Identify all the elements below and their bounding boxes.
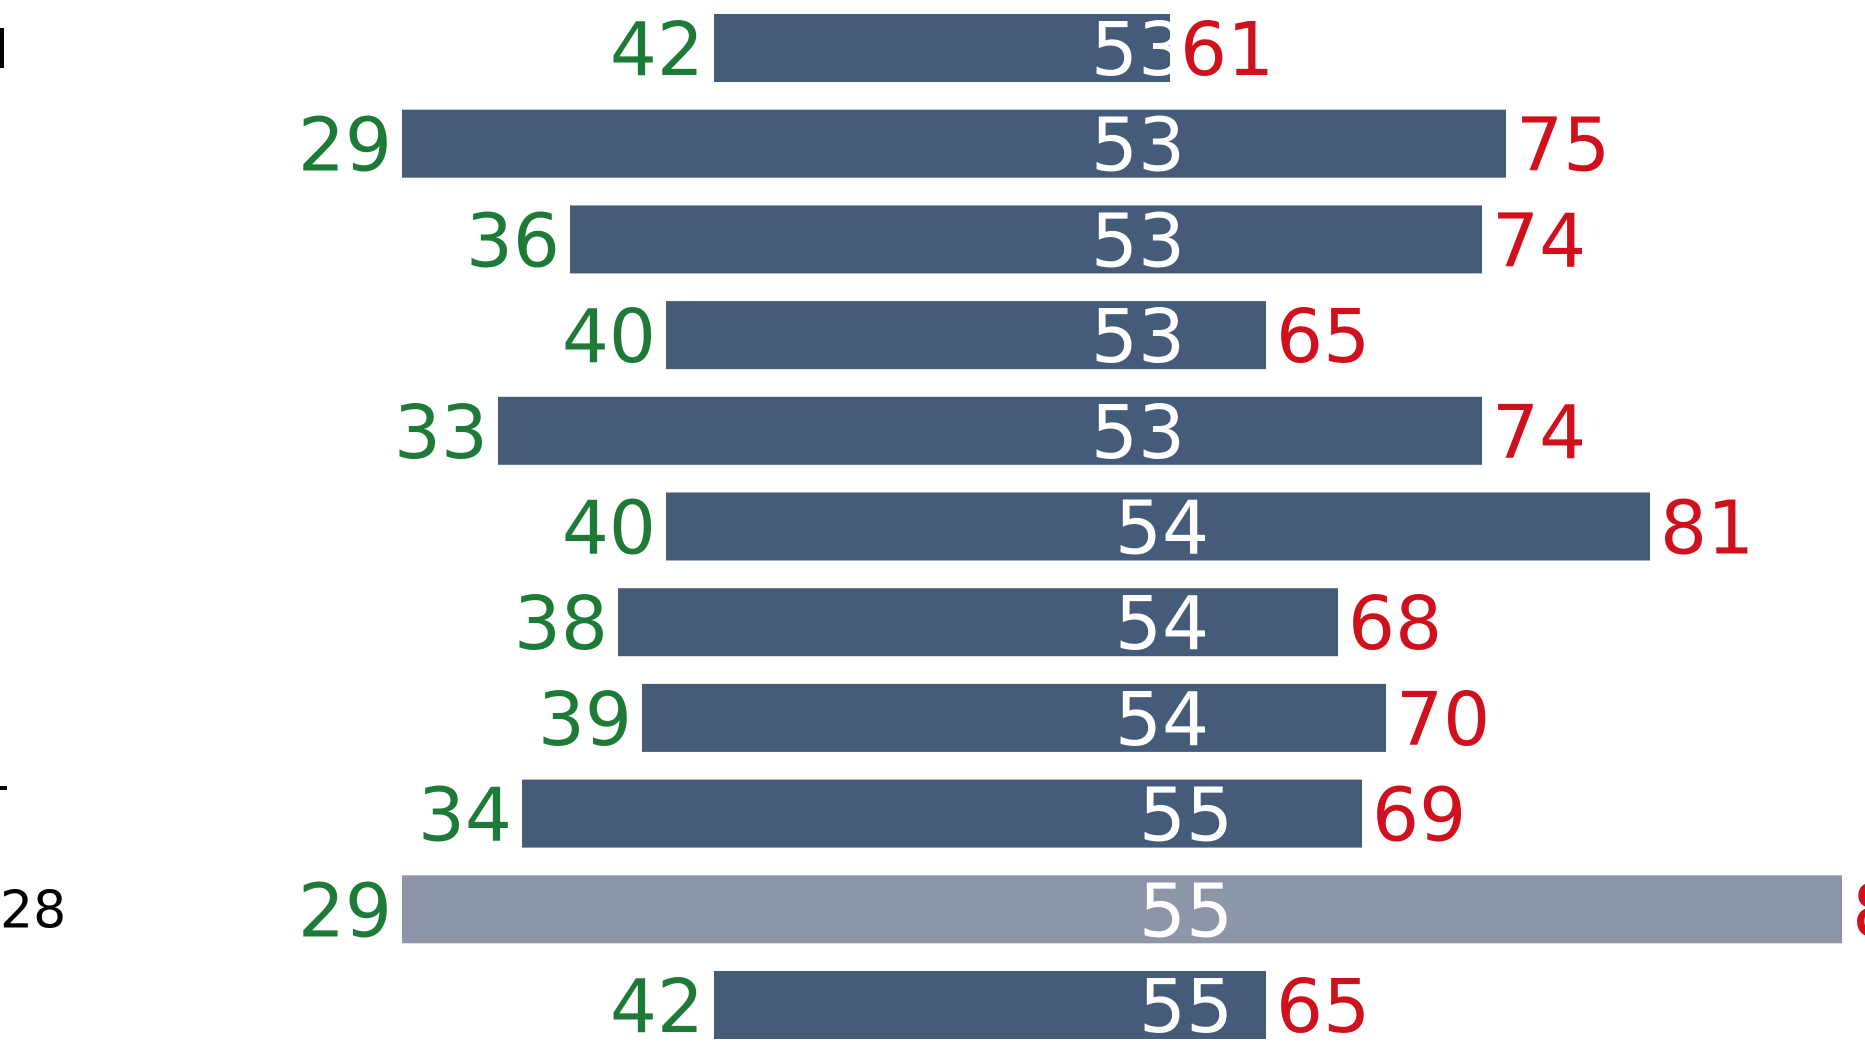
range-bar — [402, 109, 1506, 178]
min-value-label: 36 — [466, 198, 560, 284]
min-value-label: 29 — [298, 868, 392, 954]
median-value-label: 53 — [1091, 198, 1185, 284]
min-value-label: 33 — [394, 390, 488, 476]
min-value-label: 38 — [514, 581, 608, 667]
median-value-label: 53 — [1091, 390, 1185, 476]
range-bar — [666, 492, 1650, 561]
min-value-label: 40 — [562, 486, 656, 572]
median-value-label: 53 — [1091, 294, 1185, 380]
min-value-label: 34 — [418, 773, 512, 859]
max-value-label: 74 — [1492, 390, 1586, 476]
max-value-label: 89 — [1852, 868, 1865, 954]
range-bar — [714, 971, 1266, 1039]
max-value-label: 70 — [1396, 677, 1490, 763]
range-bar — [498, 396, 1482, 465]
range-bar — [402, 875, 1842, 944]
range-bar — [570, 205, 1482, 274]
max-value-label: 81 — [1660, 486, 1754, 572]
max-value-label: 61 — [1180, 7, 1274, 93]
max-value-label: 65 — [1276, 294, 1370, 380]
clipped-left-glyphs — [0, 28, 7, 790]
max-value-label: 69 — [1372, 773, 1466, 859]
median-value-label: 53 — [1091, 7, 1185, 93]
max-value-label: 74 — [1492, 198, 1586, 284]
min-value-label: 39 — [538, 677, 632, 763]
range-bar — [522, 779, 1362, 848]
median-value-label: 54 — [1115, 581, 1209, 667]
clipped-glyph-top — [0, 28, 4, 68]
min-value-label: 42 — [610, 964, 704, 1049]
range-bar — [642, 683, 1386, 752]
range-bar — [666, 301, 1266, 370]
clipped-glyph-lower — [0, 786, 7, 790]
median-value-label: 55 — [1139, 773, 1233, 859]
min-value-label: 42 — [610, 7, 704, 93]
median-value-label: 53 — [1091, 103, 1185, 189]
max-value-label: 68 — [1348, 581, 1442, 667]
median-value-label: 55 — [1139, 868, 1233, 954]
median-value-label: 54 — [1115, 486, 1209, 572]
range-bar — [714, 14, 1170, 82]
median-value-label: 55 — [1139, 964, 1233, 1049]
median-value-label: 54 — [1115, 677, 1209, 763]
min-value-label: 29 — [298, 103, 392, 189]
range-bar — [618, 588, 1338, 657]
min-value-label: 40 — [562, 294, 656, 380]
row-category-label: 28 — [0, 880, 66, 940]
max-value-label: 65 — [1276, 964, 1370, 1049]
max-value-label: 75 — [1516, 103, 1610, 189]
